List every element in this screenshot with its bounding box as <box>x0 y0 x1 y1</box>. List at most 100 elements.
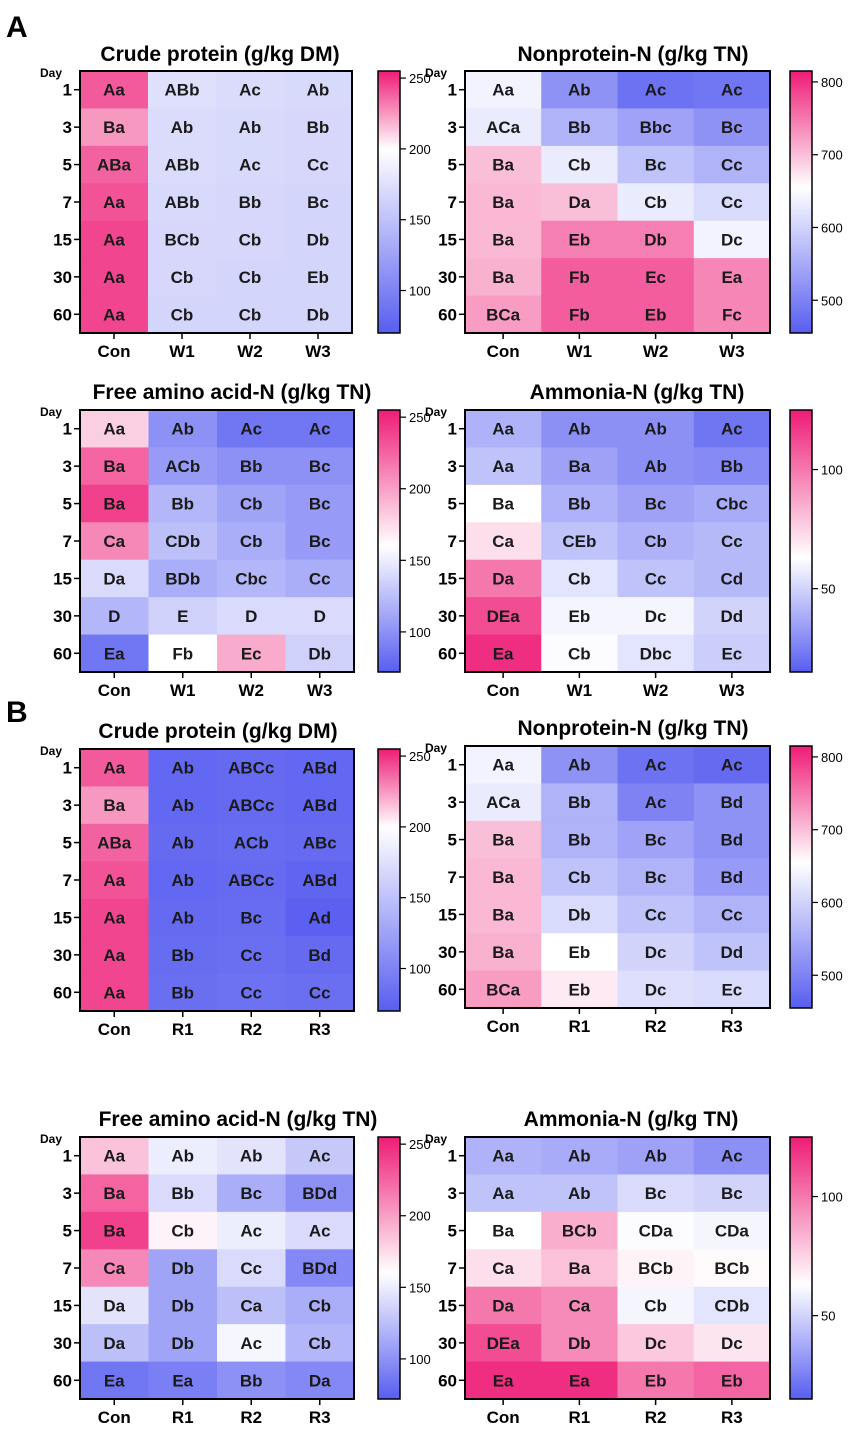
heatmap-cell <box>693 145 771 184</box>
cell-label: Aa <box>492 420 514 439</box>
cell-label: Bb <box>171 946 194 965</box>
cell-label: Bb <box>171 495 194 514</box>
x-tick-label: W2 <box>239 681 265 700</box>
y-axis-title: Day <box>40 405 62 419</box>
cell-label: D <box>314 607 326 626</box>
heatmap-cell <box>80 522 149 561</box>
cell-label: Ac <box>721 756 743 775</box>
cell-label: Cb <box>644 1296 667 1315</box>
x-tick-label: Con <box>98 1408 131 1427</box>
heatmap-cell <box>148 1324 218 1363</box>
heatmap-cell <box>80 410 149 448</box>
heatmap-cell <box>80 1361 149 1400</box>
cell-label: BDd <box>302 1259 337 1278</box>
cell-label: Eb <box>569 943 591 962</box>
cell-label: Cb <box>644 532 667 551</box>
cell-label: Bb <box>240 457 263 476</box>
colorbar-tick-label: 50 <box>821 582 835 597</box>
heatmap-cell <box>217 861 286 900</box>
cell-label: CDa <box>639 1222 674 1241</box>
y-tick-label: 15 <box>53 908 72 927</box>
heatmap-cell <box>284 220 353 259</box>
cell-label: Da <box>492 1296 514 1315</box>
cell-label: Ec <box>645 268 666 287</box>
colorbar-tick-label: 100 <box>409 962 431 977</box>
heatmap-cell <box>693 1324 771 1363</box>
heatmap-cell <box>285 410 355 448</box>
cell-label: Bd <box>721 793 744 812</box>
heatmap-cell <box>693 1286 771 1325</box>
y-tick-label: 15 <box>53 230 72 249</box>
cell-label: Ac <box>645 793 667 812</box>
cell-label: Eb <box>307 268 329 287</box>
heatmap-cell <box>541 447 618 486</box>
heatmap-cell <box>285 634 355 673</box>
y-tick-label: 7 <box>63 871 72 890</box>
heatmap-cell <box>465 1361 542 1400</box>
heatmap-cell <box>465 108 542 147</box>
cell-label: Cb <box>568 644 591 663</box>
y-tick-label: 7 <box>63 193 72 212</box>
heatmap-cell <box>148 108 217 147</box>
y-axis-title: Day <box>40 1132 62 1146</box>
cell-label: Bc <box>309 532 331 551</box>
cell-label: Ac <box>240 1222 262 1241</box>
x-tick-label: W1 <box>567 681 593 700</box>
heatmap-cell <box>80 1249 149 1288</box>
heatmap-cell <box>541 634 618 673</box>
cell-label: Ab <box>171 759 194 778</box>
cell-label: Aa <box>492 1184 514 1203</box>
heatmap-cell <box>541 220 618 259</box>
heatmap-cell <box>693 484 771 523</box>
cell-label: BCb <box>165 230 200 249</box>
heatmap-cell <box>284 295 353 334</box>
cell-label: Dc <box>645 943 667 962</box>
cell-label: Cb <box>568 569 591 588</box>
colorbar <box>377 748 401 1012</box>
cell-label: Dc <box>721 230 743 249</box>
cell-label: Eb <box>569 607 591 626</box>
colorbar-tick-label: 500 <box>821 968 843 983</box>
cell-label: Db <box>568 905 591 924</box>
y-tick-label: 15 <box>438 905 457 924</box>
x-tick-label: R2 <box>240 1020 262 1039</box>
colorbar-tick-label: 200 <box>409 482 431 497</box>
cell-label: CEb <box>562 532 596 551</box>
cell-label: Ab <box>568 81 591 100</box>
heatmap-cell <box>285 973 355 1012</box>
heatmap-cell <box>80 1324 149 1363</box>
cell-label: BCa <box>486 305 521 324</box>
cell-label: CDb <box>714 1296 749 1315</box>
cell-label: ABCc <box>228 759 274 778</box>
heatmap-cell <box>148 522 218 561</box>
heatmap-cell <box>80 71 149 109</box>
heatmap-cell <box>148 1286 218 1325</box>
cell-label: Ba <box>492 268 514 287</box>
cell-label: Bb <box>171 1184 194 1203</box>
cell-label: Bb <box>568 831 591 850</box>
y-tick-label: 3 <box>63 457 72 476</box>
heatmap-cell <box>148 484 218 523</box>
heatmap-8: Ammonia-N (g/kg TN) Day Aa Ab Ab Ac Aa Ab Bc Bc Ba… <box>425 1108 843 1427</box>
x-tick-label: R1 <box>172 1408 194 1427</box>
heatmap-cell <box>617 1211 695 1250</box>
heatmap-cell <box>217 634 286 673</box>
heatmap-6: Nonprotein-N (g/kg TN) Day Aa Ab Ac Ac ACa Bb Ac… <box>425 717 843 1036</box>
x-tick-label: W3 <box>305 342 331 361</box>
cell-label: Bc <box>721 1184 743 1203</box>
heatmap-cell <box>285 1324 355 1363</box>
heatmap-cell <box>465 295 542 334</box>
y-tick-label: 15 <box>438 569 457 588</box>
heatmap-cell <box>693 258 771 297</box>
colorbar-tick-label: 250 <box>409 410 431 425</box>
cell-label: Cc <box>721 156 743 175</box>
heatmap-cell <box>284 71 353 109</box>
cell-label: Db <box>171 1334 194 1353</box>
y-tick-label: 15 <box>53 1296 72 1315</box>
heatmap-cell <box>541 295 618 334</box>
heatmap-cell <box>216 183 285 222</box>
heatmap-cell <box>217 484 286 523</box>
heatmap-cell <box>541 895 618 934</box>
heatmap-cell <box>465 71 542 109</box>
